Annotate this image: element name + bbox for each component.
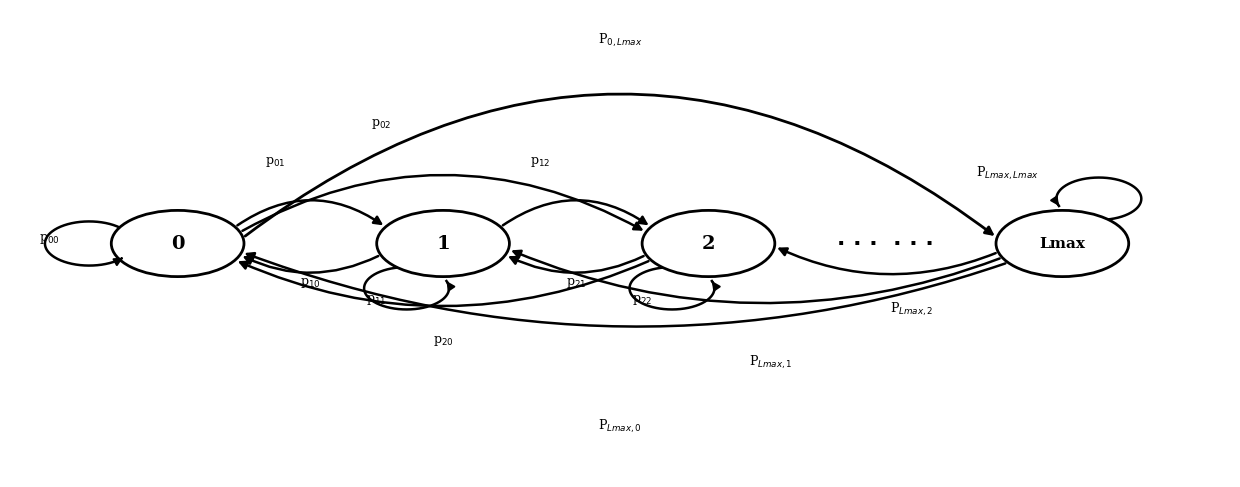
Circle shape xyxy=(112,210,244,277)
Text: P$_{Lmax, Lmax}$: P$_{Lmax, Lmax}$ xyxy=(976,164,1039,182)
Text: 2: 2 xyxy=(702,235,715,252)
Text: P$_{0,Lmax}$: P$_{0,Lmax}$ xyxy=(598,32,642,49)
FancyArrowPatch shape xyxy=(246,256,378,273)
Text: P$_{Lmax, 1}$: P$_{Lmax, 1}$ xyxy=(749,354,792,372)
Text: p$_{01}$: p$_{01}$ xyxy=(265,155,285,169)
Text: 0: 0 xyxy=(171,235,185,252)
Circle shape xyxy=(642,210,775,277)
FancyArrowPatch shape xyxy=(246,94,992,236)
Text: P$_{Lmax, 2}$: P$_{Lmax, 2}$ xyxy=(890,301,934,318)
Circle shape xyxy=(996,210,1128,277)
Text: p$_{02}$: p$_{02}$ xyxy=(371,117,392,131)
FancyArrowPatch shape xyxy=(502,200,646,225)
Circle shape xyxy=(377,210,510,277)
Text: p$_{00}$: p$_{00}$ xyxy=(38,232,60,246)
Text: P$_{Lmax, 0}$: P$_{Lmax, 0}$ xyxy=(598,418,642,435)
Text: p$_{12}$: p$_{12}$ xyxy=(531,155,551,169)
FancyArrowPatch shape xyxy=(242,175,641,231)
Text: 1: 1 xyxy=(436,235,450,252)
FancyArrowPatch shape xyxy=(241,261,649,306)
Text: p$_{21}$: p$_{21}$ xyxy=(565,276,587,290)
Text: p$_{11}$: p$_{11}$ xyxy=(367,293,387,307)
Text: · · ·  · · ·: · · · · · · xyxy=(837,233,934,254)
Text: p$_{22}$: p$_{22}$ xyxy=(632,293,652,307)
Text: Lmax: Lmax xyxy=(1039,237,1085,250)
FancyArrowPatch shape xyxy=(247,253,1006,327)
FancyArrowPatch shape xyxy=(780,248,996,274)
FancyArrowPatch shape xyxy=(513,251,999,303)
FancyArrowPatch shape xyxy=(237,200,381,225)
FancyArrowPatch shape xyxy=(511,256,644,273)
Text: p$_{20}$: p$_{20}$ xyxy=(433,334,454,348)
Text: p$_{10}$: p$_{10}$ xyxy=(300,276,321,290)
